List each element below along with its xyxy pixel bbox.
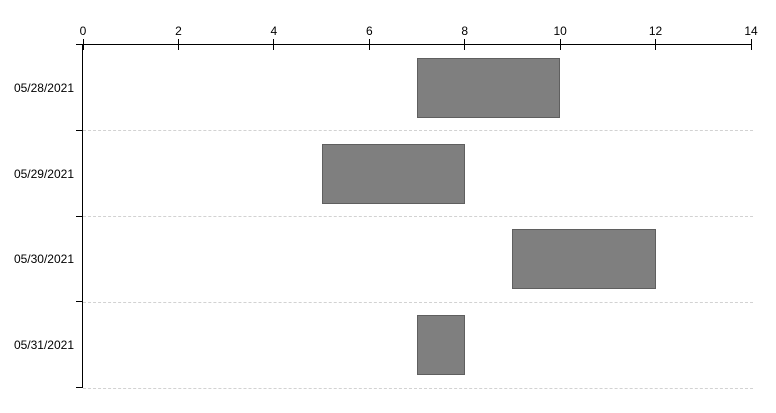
gridline	[83, 130, 753, 132]
x-axis-line	[83, 44, 752, 45]
bar[interactable]	[512, 229, 656, 290]
gridline	[83, 216, 753, 217]
x-axis-tick-label: 12	[648, 24, 663, 38]
x-axis-tick-label: 10	[553, 24, 567, 38]
y-axis-tick	[76, 387, 83, 388]
y-axis-tick	[76, 129, 83, 131]
gridline	[83, 301, 753, 303]
x-axis-tick	[368, 39, 370, 50]
x-axis-tick-label: 0	[79, 24, 87, 38]
y-axis-tick	[76, 215, 83, 217]
x-axis-tick	[177, 39, 179, 50]
x-axis-tick	[464, 39, 466, 50]
x-axis-tick	[750, 39, 752, 50]
x-axis-tick	[273, 39, 275, 50]
x-axis-tick	[559, 39, 561, 50]
bar[interactable]	[321, 143, 465, 204]
y-axis-category-label: 05/29/2021	[13, 166, 74, 181]
bar[interactable]	[417, 57, 561, 118]
gridline	[83, 387, 753, 389]
y-axis-tick	[76, 301, 83, 303]
x-axis-tick-label: 8	[461, 24, 469, 38]
y-axis-category-label: 05/28/2021	[13, 80, 74, 95]
x-axis-tick	[82, 39, 84, 50]
bar[interactable]	[417, 315, 465, 376]
x-axis-tick-label: 2	[175, 24, 182, 38]
y-axis-tick	[76, 44, 83, 45]
y-axis-category-label: 05/30/2021	[13, 252, 74, 267]
y-axis-category-label: 05/31/2021	[13, 338, 74, 353]
x-axis-tick-label: 6	[365, 24, 373, 38]
x-axis-tick	[655, 39, 657, 50]
x-axis-tick-label: 4	[270, 24, 278, 38]
x-axis-tick-label: 14	[744, 24, 758, 38]
